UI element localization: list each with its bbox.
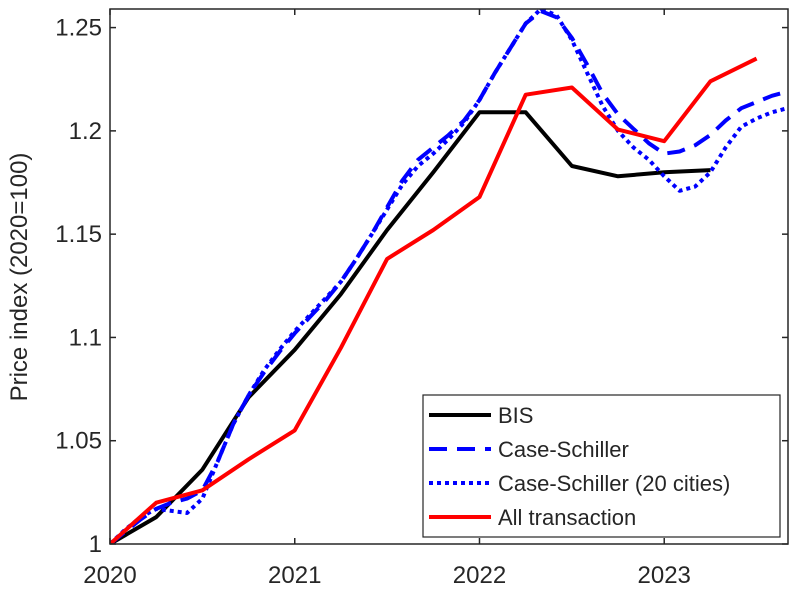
y-tick-label: 1.15 [55,221,102,248]
legend-box [422,394,781,538]
y-tick-label: 1.2 [69,118,102,145]
series-layer [110,9,788,544]
legend-label: All transaction [498,505,636,530]
legend-items: BIS Case-Schiller Case-Schiller (20 cities… [429,403,730,530]
y-tick-label: 1.1 [69,324,102,351]
axes-box [109,8,789,545]
y-axis-label: Price index (2020=100) [6,153,33,402]
y-tick-label: 1.25 [55,15,102,42]
ticks-layer: 2020 2021 2022 2023 1 1.05 1.1 1.15 1.2 1.25 [55,9,788,589]
legend-label: Case-Schiller (20 cities) [498,471,730,496]
x-tick-label: 2021 [268,562,321,589]
legend-label: BIS [498,403,533,428]
series-line-all-transaction [110,56,758,544]
legend-label: Case-Schiller [498,437,629,462]
legend: BIS Case-Schiller Case-Schiller (20 cities… [422,394,781,538]
x-tick-label: 2022 [453,562,506,589]
x-tick-label: 2023 [638,562,691,589]
series-line-case-schiller-20-cities [110,9,788,544]
y-tick-label: 1 [89,531,102,558]
x-tick-label: 2020 [83,562,136,589]
y-tick-label: 1.05 [55,428,102,455]
series-line-case-schiller [110,9,788,544]
series-line-bis [110,110,711,544]
